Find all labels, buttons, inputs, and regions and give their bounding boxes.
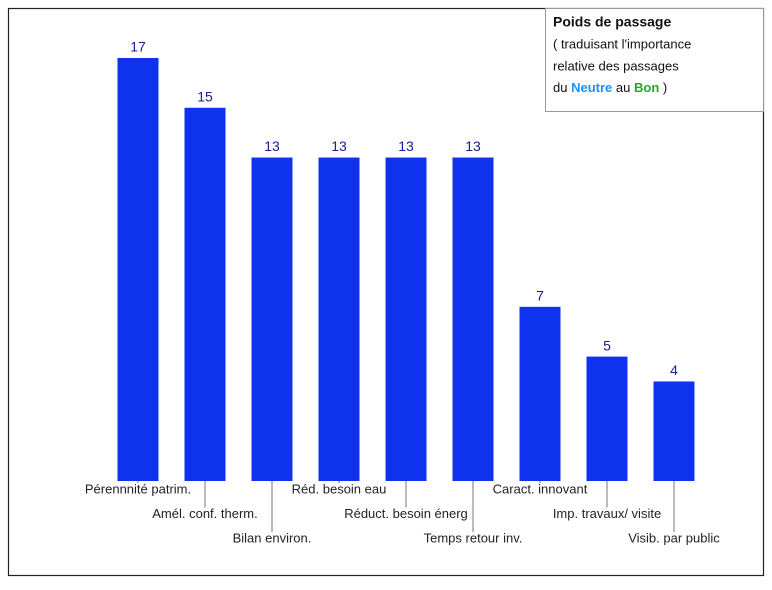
value-label: 13 <box>331 138 347 154</box>
bar <box>184 107 226 481</box>
value-label: 5 <box>603 337 611 353</box>
x-tick-label: Réd. besoin eau <box>292 481 387 496</box>
note-line: ( traduisant l'importance <box>553 36 691 51</box>
bar <box>117 58 159 481</box>
value-label: 13 <box>398 138 414 154</box>
bar <box>318 157 360 481</box>
bar <box>653 381 695 481</box>
note-line: du Neutre au Bon ) <box>553 80 667 95</box>
bar <box>385 157 427 481</box>
value-label: 15 <box>197 88 213 104</box>
x-tick-label: Amél. conf. therm. <box>152 506 257 521</box>
value-label: 13 <box>264 138 280 154</box>
note-line: relative des passages <box>553 58 679 73</box>
value-label: 4 <box>670 362 678 378</box>
x-tick-label: Bilan environ. <box>233 530 312 545</box>
x-tick-label: Caract. innovant <box>493 481 588 496</box>
note-word: du <box>553 80 567 95</box>
bar <box>519 306 561 481</box>
note-word: ) <box>663 80 667 95</box>
x-tick-label: Visib. par public <box>628 530 720 545</box>
x-tick-label: Temps retour inv. <box>424 530 523 545</box>
note-neutre: Neutre <box>571 80 612 95</box>
x-tick-label: Imp. travaux/ visite <box>553 506 661 521</box>
note-title: Poids de passage <box>553 14 671 30</box>
note-bon: Bon <box>634 80 659 95</box>
bar <box>251 157 293 481</box>
x-tick-label: Réduct. besoin énerg <box>344 506 468 521</box>
x-tick-label: Pérennnité patrim. <box>85 481 191 496</box>
value-label: 7 <box>536 288 544 304</box>
value-label: 17 <box>130 39 146 55</box>
bar <box>586 356 628 481</box>
bar <box>452 157 494 481</box>
note-box <box>545 8 764 112</box>
value-label: 13 <box>465 138 481 154</box>
note-word: au <box>616 80 630 95</box>
